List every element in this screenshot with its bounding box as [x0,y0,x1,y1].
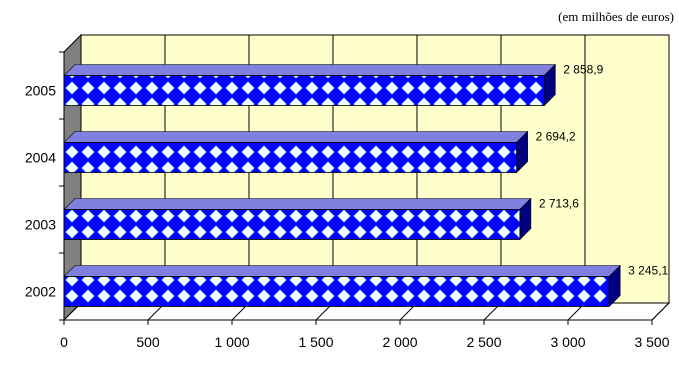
bar-2004 [63,130,529,174]
x-tick-label: 0 [60,334,68,350]
data-label-2004: 2 694,2 [536,130,576,144]
bar-2005 [63,63,557,107]
x-tick-label: 2 000 [382,334,417,350]
bar-front-face [63,142,518,173]
y-tick-label-2005: 2005 [25,83,56,99]
bar-top-face [63,131,529,143]
bar-top-face [63,198,532,210]
y-tick-label-2004: 2004 [25,150,56,166]
x-axis-tick-labels: 0 500 1 000 1 500 2 000 2 500 3 000 3 500 [60,334,670,350]
bar-2002 [63,264,621,308]
unit-note: (em milhões de euros) [558,9,674,24]
data-label-2002: 3 245,1 [628,264,668,278]
y-axis-tick-labels: 2005 2004 2003 2002 [25,83,56,300]
bar-front-face [63,209,521,240]
bar-front-face [63,276,610,307]
x-tick-label: 1 500 [298,334,333,350]
bar-2003 [63,197,532,241]
data-label-2005: 2 858,9 [563,63,603,77]
y-tick-label-2002: 2002 [25,284,56,300]
x-tick-label: 3 500 [634,334,669,350]
floor-gridline [651,302,670,321]
bar-top-face [63,64,557,76]
data-labels: 2 858,9 2 694,2 2 713,6 3 245,1 [536,63,669,278]
data-label-2003: 2 713,6 [539,197,579,211]
x-tick-label: 1 000 [214,334,249,350]
bar-front-face [63,75,545,106]
y-tick-label-2003: 2003 [25,217,56,233]
bar-top-face [63,265,621,277]
bars [63,63,621,308]
x-tick-label: 3 000 [550,334,585,350]
x-tick-label: 2 500 [466,334,501,350]
x-tick-label: 500 [136,334,160,350]
